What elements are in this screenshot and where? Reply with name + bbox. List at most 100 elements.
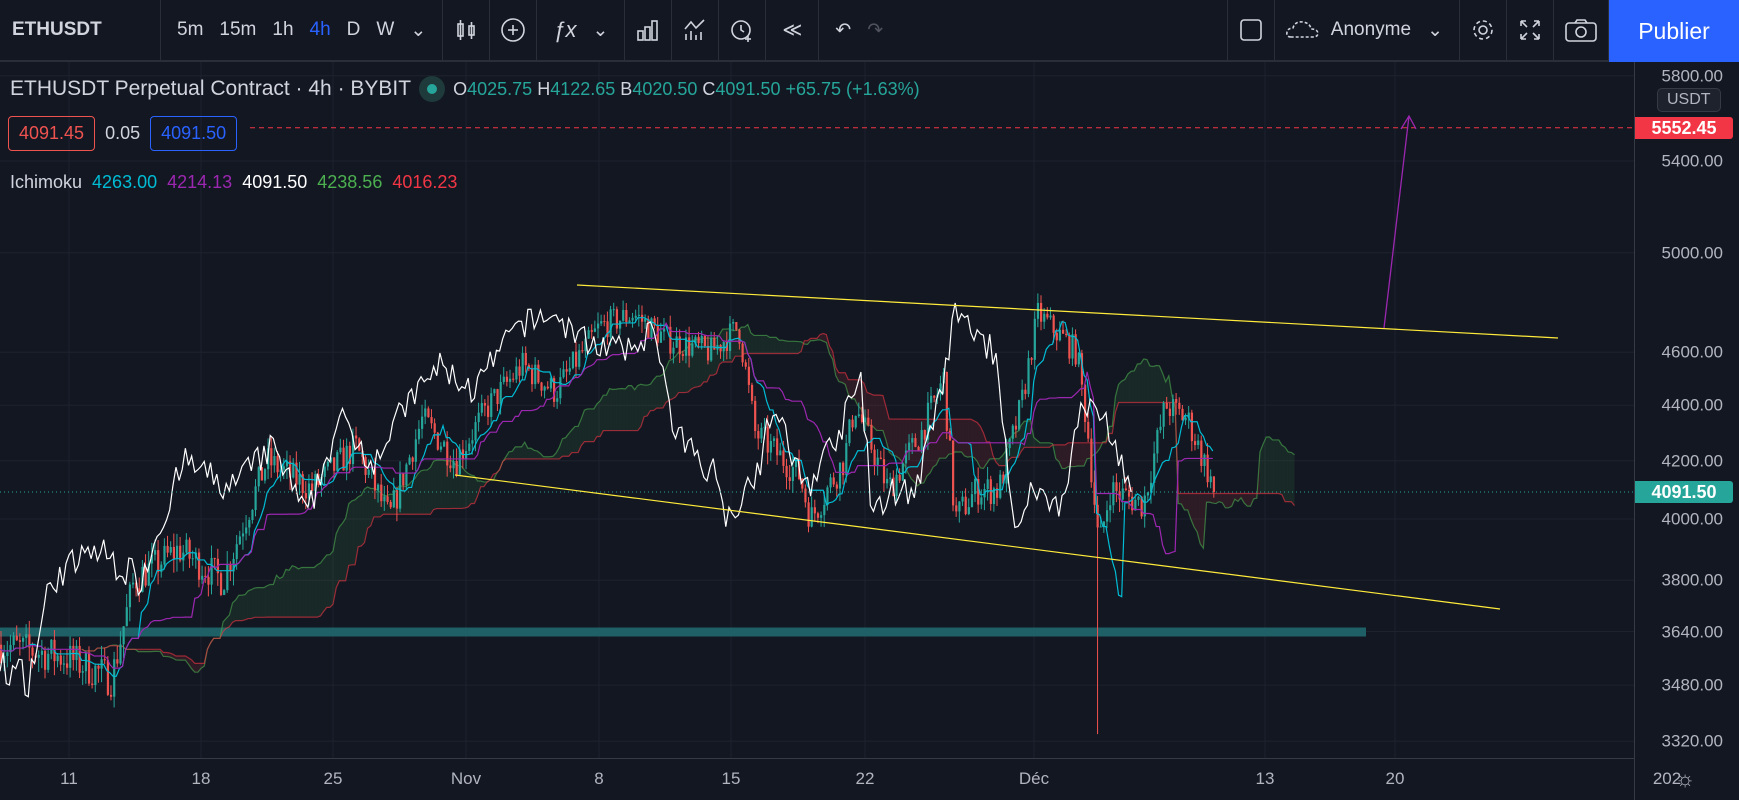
ichimoku-cloud (1143, 358, 1147, 403)
order-panel: 4091.45 0.05 4091.50 (8, 116, 238, 151)
candle-body (688, 337, 691, 356)
ichimoku-cloud (1269, 436, 1273, 494)
layout-name-button[interactable]: Anonyme ⌄ (1275, 0, 1460, 61)
candle-body (6, 652, 9, 656)
candle-body (879, 457, 882, 460)
candle-body (1014, 425, 1018, 430)
ichimoku-cloud (417, 470, 422, 515)
candle-body (1049, 315, 1052, 318)
layout-name: Anonyme (1330, 19, 1412, 40)
ichimoku-cloud (603, 395, 607, 431)
financials-button[interactable] (625, 0, 673, 61)
ichimoku-cloud (1259, 444, 1264, 494)
undo-icon[interactable]: ↶ (835, 19, 852, 41)
candle-body (1068, 335, 1071, 359)
market-status-icon[interactable] (419, 76, 446, 102)
redo-icon[interactable]: ↷ (867, 19, 884, 41)
ichimoku-cloud (320, 558, 324, 616)
price-axis[interactable]: 5800.00 5400.00 5000.00 4600.00 4400.00 4200.… (1634, 62, 1739, 800)
ichimoku-cloud (1222, 493, 1226, 508)
candle-body (298, 474, 301, 485)
interval-15m[interactable]: 15m (219, 19, 257, 40)
candle-body (537, 364, 540, 383)
interval-w[interactable]: W (376, 19, 395, 40)
compare-button[interactable] (490, 0, 538, 61)
interval-1h[interactable]: 1h (272, 19, 294, 40)
candle-body (355, 435, 358, 439)
ichimoku-cloud (565, 433, 569, 457)
replay-button[interactable]: ≪ (766, 0, 820, 61)
candle-body (732, 322, 735, 324)
ichimoku-cloud (326, 554, 330, 608)
time-axis[interactable]: 11 18 25 Nov 8 15 22 Déc 13 20 202 (0, 758, 1681, 800)
publish-button[interactable]: Publier (1609, 0, 1739, 62)
symbol-search[interactable]: ETHUSDT (0, 0, 161, 61)
layout-button[interactable] (1226, 0, 1275, 61)
chart-type-button[interactable] (443, 0, 491, 61)
settings-sun-icon[interactable]: ☼ (1675, 766, 1696, 791)
candle-body (684, 337, 688, 356)
ichimoku-cloud (612, 389, 616, 431)
interval-d[interactable]: D (346, 19, 361, 40)
ichimoku-cloud (175, 655, 180, 661)
ichimoku-cloud (408, 481, 412, 515)
candle-body (779, 450, 782, 456)
ichimoku-cloud (1115, 384, 1119, 413)
candle-body (1118, 491, 1121, 500)
ichimoku-cloud (402, 486, 406, 515)
candle-body (776, 438, 779, 456)
interval-dropdown-chevron-icon[interactable]: ⌄ (410, 19, 427, 41)
ichimoku-cloud (1278, 439, 1282, 495)
candle-body (565, 369, 568, 372)
templates-button[interactable] (672, 0, 720, 61)
alert-price-tag: 5552.45 (1635, 116, 1733, 139)
camera-icon (1565, 19, 1597, 42)
ichimoku-legend[interactable]: Ichimoku 4263.00 4214.13 4091.50 4238.56… (10, 172, 457, 193)
candle-body (631, 317, 634, 321)
fullscreen-button[interactable] (1507, 0, 1554, 61)
price-tick-label: 4400.00 (1661, 395, 1723, 415)
candle-body (794, 458, 798, 468)
candle-body (578, 350, 581, 367)
candle-body (1197, 440, 1200, 446)
interval-4h[interactable]: 4h (309, 19, 331, 40)
sell-button[interactable]: 4091.45 (8, 116, 96, 151)
ichimoku-cloud (468, 473, 472, 507)
candle-body (502, 376, 505, 383)
candle-body (1055, 332, 1058, 341)
ichimoku-cloud (763, 335, 767, 354)
ichimoku-cloud (936, 419, 940, 465)
candle-body (706, 345, 710, 361)
kijun-value: 4214.13 (167, 172, 233, 192)
candle-body (845, 443, 848, 476)
candle-body (329, 457, 333, 462)
currency-button[interactable]: USDT (1657, 88, 1721, 112)
chart-canvas[interactable] (0, 62, 1634, 758)
candle-body (622, 310, 625, 321)
ichimoku-cloud (270, 584, 274, 618)
candle-body (807, 502, 810, 527)
candle-body (1002, 474, 1005, 484)
ichimoku-cloud (518, 446, 522, 459)
interval-5m[interactable]: 5m (177, 19, 204, 40)
ichimoku-cloud (640, 384, 645, 427)
candle-body (637, 314, 641, 316)
candle-body (241, 533, 245, 537)
ichimoku-cloud (1219, 493, 1223, 503)
ichimoku-cloud (298, 567, 302, 618)
ichimoku-cloud (197, 663, 202, 673)
settings-button[interactable] (1460, 0, 1507, 61)
candle-body (980, 497, 983, 505)
candle-body (446, 441, 449, 466)
ichimoku-cloud (1140, 358, 1144, 403)
buy-button[interactable]: 4091.50 (150, 116, 238, 151)
ichimoku-cloud (694, 339, 698, 388)
candle-body (160, 564, 163, 572)
snapshot-button[interactable] (1554, 0, 1609, 61)
ichimoku-cloud (750, 333, 755, 354)
ichimoku-cloud (1187, 493, 1191, 519)
candle-body (185, 539, 188, 553)
ichimoku-cloud (1291, 452, 1295, 506)
indicators-button[interactable]: ƒx ⌄ (537, 0, 626, 61)
alert-button[interactable] (719, 0, 767, 61)
